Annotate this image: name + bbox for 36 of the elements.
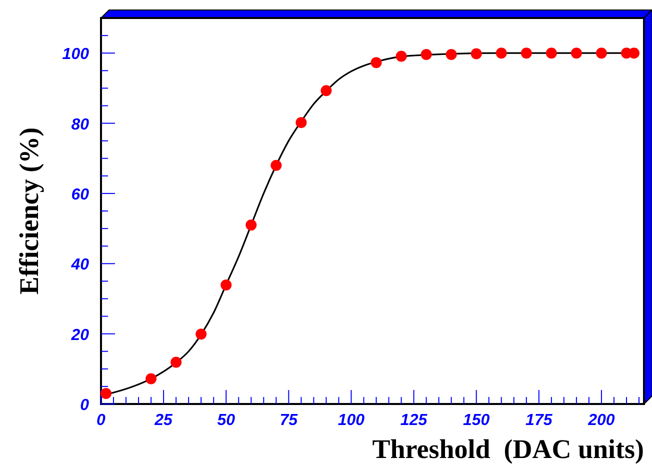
- x-tick-label: 25: [154, 412, 174, 429]
- x-tick-label: 50: [217, 412, 236, 429]
- point: [246, 220, 257, 231]
- point: [296, 117, 307, 128]
- point: [170, 356, 182, 368]
- point: [320, 85, 332, 96]
- point: [496, 48, 507, 59]
- x-tick-label: 100: [338, 412, 365, 429]
- y-tick-label: 60: [71, 186, 90, 204]
- point: [396, 50, 407, 62]
- y-tick-label: 100: [62, 46, 90, 64]
- y-tick-label: 0: [80, 397, 90, 414]
- y-axis-title: Efficiency (%): [14, 127, 44, 295]
- x-tick-label: 75: [280, 412, 299, 429]
- point: [100, 388, 112, 399]
- point: [270, 160, 282, 171]
- point: [570, 48, 582, 59]
- point: [520, 48, 532, 59]
- x-tick-label: 150: [462, 412, 490, 429]
- point: [596, 48, 607, 59]
- x-tick-label: 125: [400, 412, 428, 429]
- point: [196, 328, 207, 340]
- point: [370, 57, 382, 68]
- point: [420, 49, 432, 60]
- point: [546, 48, 557, 59]
- y-tick-label: 20: [70, 326, 90, 344]
- x-tick-label: 175: [526, 412, 554, 429]
- point: [220, 280, 232, 291]
- point: [146, 373, 157, 384]
- point: [446, 49, 457, 60]
- y-tick-label: 80: [71, 116, 90, 134]
- y-tick-label: 40: [70, 256, 90, 274]
- x-axis-title: Threshold (DAC units): [372, 434, 644, 464]
- point: [470, 48, 482, 60]
- x-tick-label: 200: [587, 412, 615, 429]
- x-tick-label: 0: [96, 412, 106, 429]
